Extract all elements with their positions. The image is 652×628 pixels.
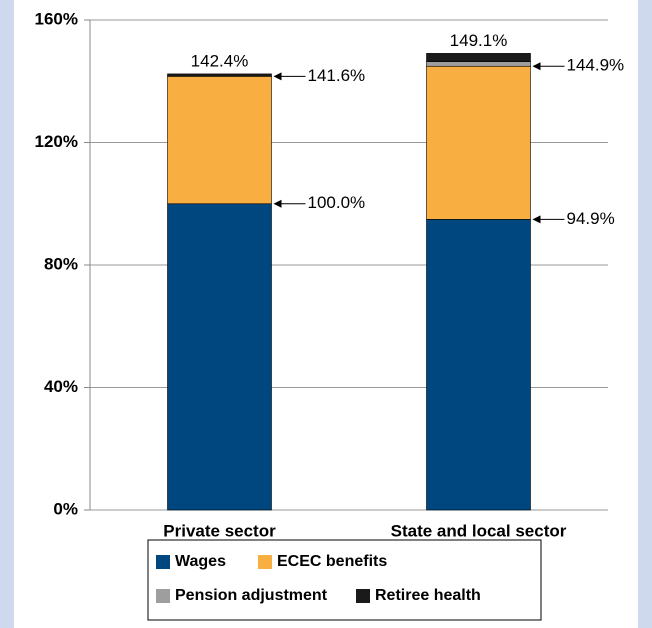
legend-swatch — [156, 589, 170, 603]
bar-segment — [426, 53, 531, 62]
y-tick-label: 80% — [44, 254, 78, 273]
arrow-head — [532, 215, 541, 224]
bar-segment — [167, 203, 272, 511]
plot-background — [14, 0, 638, 628]
legend-swatch — [356, 589, 370, 603]
y-tick-label: 120% — [35, 132, 78, 151]
x-tick-label: Private sector — [163, 521, 276, 540]
legend-label: Retiree health — [375, 587, 481, 604]
legend-box — [147, 539, 542, 621]
legend-label: ECEC benefits — [277, 553, 387, 570]
arrow-head — [273, 199, 282, 208]
y-tick-label: 160% — [35, 9, 78, 28]
arrow-head — [273, 72, 282, 81]
legend-label: Wages — [175, 553, 226, 570]
bar-segment — [167, 73, 272, 77]
legend-swatch — [156, 555, 170, 569]
total-label: 142.4% — [191, 51, 249, 70]
bar-segment — [426, 61, 531, 67]
annotation-label: 94.9% — [567, 209, 615, 228]
legend-swatch — [258, 555, 272, 569]
bar-segment — [426, 219, 531, 511]
bar-segment — [426, 65, 531, 220]
annotation-label: 100.0% — [308, 193, 366, 212]
total-label: 149.1% — [450, 31, 508, 50]
y-tick-label: 40% — [44, 377, 78, 396]
x-tick-label: State and local sector — [391, 521, 567, 540]
y-tick-label: 0% — [53, 499, 78, 518]
bar-segment — [167, 76, 272, 205]
annotation-label: 141.6% — [308, 66, 366, 85]
arrow-head — [532, 62, 541, 71]
annotation-label: 144.9% — [567, 56, 625, 75]
legend-label: Pension adjustment — [175, 587, 328, 604]
